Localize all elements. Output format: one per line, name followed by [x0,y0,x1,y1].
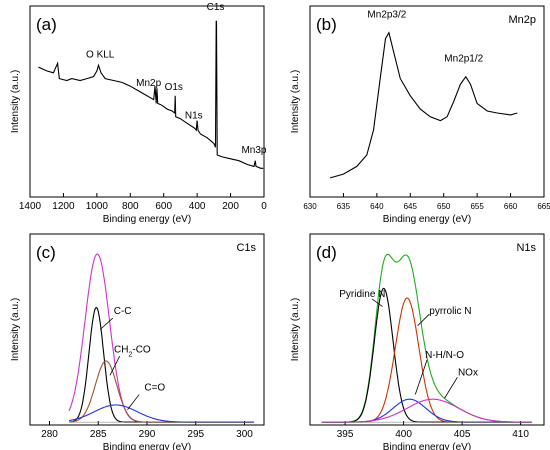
x-tick-label: 600 [155,201,172,212]
x-tick-label: 300 [236,429,253,440]
leader-line [371,298,383,307]
peak-annotation: C1s [207,2,225,13]
peak-annotation: Mn3p [241,145,266,156]
y-axis-label: Intensity (a.u.) [290,298,301,361]
x-tick-label: 645 [404,202,418,211]
x-tick-label: 410 [512,429,529,440]
peak-annotation: O1s [165,82,183,93]
plot-frame [29,5,265,198]
x-tick-label: 395 [337,429,354,440]
x-axis-label: Binding energy (eV) [383,442,471,450]
x-tick-label: 400 [395,429,412,440]
peak-annotation: pyrrolic N [429,306,471,317]
x-tick-label: 280 [41,429,58,440]
y-axis-label: Intensity (a.u.) [10,298,21,361]
peak-annotation: CH2-CO [114,344,151,358]
x-tick-label: 405 [454,429,471,440]
peak-annotation: O KLL [86,50,115,61]
x-tick-label: 660 [504,202,518,211]
panel-letter: (d) [316,243,337,262]
x-axis-label: Binding energy (eV) [383,214,471,225]
x-tick-label: 295 [187,429,204,440]
peak-annotation: N1s [185,111,203,122]
panel-3: 395 400 405 410 Binding energy (eV) Intensity… [290,233,545,450]
x-tick-label: 1400 [19,201,42,212]
panel-1: 630 635 640 645 650 655 660 665 Binding energy (… [290,5,550,225]
series-line-0 [329,31,518,179]
leader-line [109,356,121,376]
plot-frame [309,233,545,426]
panel-letter: (c) [36,243,56,262]
series-line-3 [321,398,532,423]
series-line-1 [69,306,254,423]
x-tick-label: 665 [537,202,550,211]
leader-line [414,359,428,395]
y-axis-label: Intensity (a.u.) [10,70,21,133]
leader-line [444,377,458,399]
x-tick-label: 640 [370,202,384,211]
x-tick-label: 1000 [86,201,109,212]
x-tick-label: 655 [470,202,484,211]
panel-letter: (a) [36,15,57,34]
x-tick-label: 650 [437,202,451,211]
x-tick-label: 800 [122,201,139,212]
series-line-0 [68,253,254,423]
peak-annotation: C=O [144,383,165,394]
leader-line [127,394,140,410]
series-line-0 [38,20,264,169]
leader-line [99,317,114,330]
x-tick-label: 200 [222,201,239,212]
series-line-0 [321,253,532,423]
peak-annotation: Pyridine N [339,289,385,300]
x-axis-label: Binding energy (eV) [103,442,191,450]
peak-annotation: NOx [458,367,478,378]
plot-frame [309,5,545,198]
x-tick-label: 630 [303,202,317,211]
peak-annotation: N-H/N-O [425,350,464,361]
peak-annotation: Mn2p3/2 [367,9,406,20]
plot-frame [29,233,265,426]
panel-title: C1s [236,242,256,254]
panel-title: N1s [516,242,536,254]
panel-letter: (b) [316,15,337,34]
y-axis-label: Intensity (a.u.) [290,70,301,133]
x-axis-label: Binding energy (eV) [103,214,191,225]
x-tick-label: 400 [189,201,206,212]
x-tick-label: 290 [139,429,156,440]
x-tick-label: 635 [337,202,351,211]
x-tick-label: 285 [90,429,107,440]
leader-line [417,313,430,326]
series-line-4 [321,398,532,423]
peak-annotation: Mn2p [136,78,161,89]
peak-annotation: Mn2p1/2 [444,53,483,64]
panel-2: 280 285 290 295 300 Binding energy (eV) Intens… [10,233,265,450]
peak-annotation: C-C [114,306,132,317]
panel-0: 1400 1200 1000 800 600 400 200 0 Binding energy … [10,2,267,225]
panel-title: Mn2p [508,14,536,26]
series-line-3 [69,404,254,423]
x-tick-label: 1200 [52,201,75,212]
x-tick-label: 0 [261,201,267,212]
